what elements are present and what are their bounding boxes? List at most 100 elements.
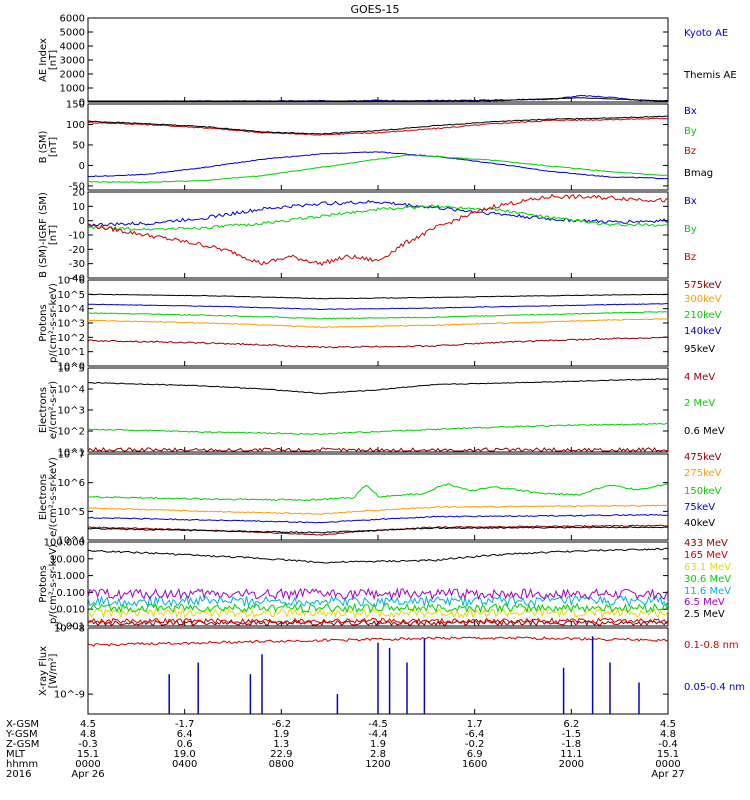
ytick-label-xray-0: 10^-8 bbox=[54, 624, 85, 635]
xaxis-row-name-1: Y-GSM bbox=[5, 729, 38, 740]
legend-bigrf-2: Bz bbox=[684, 252, 696, 263]
legend-electrons2-1: 275keV bbox=[684, 468, 722, 479]
legend-protons1-1: 300keV bbox=[684, 294, 722, 305]
legend-protons2-5: 6.5 MeV bbox=[684, 597, 725, 608]
series-electrons2-1 bbox=[87, 504, 669, 515]
ytick-label-electrons2-1: 10^6 bbox=[58, 478, 85, 489]
ylabel-ae-1: [nT] bbox=[48, 50, 59, 70]
ylabel-protons2-0: Protons bbox=[38, 565, 49, 602]
ytick-label-electrons1-0: 10^5 bbox=[58, 364, 85, 375]
ytick-label-protons1-5: 10^1 bbox=[58, 347, 85, 358]
ytick-label-bsm-2: 50 bbox=[72, 140, 85, 151]
legend-protons2-0: 433 MeV bbox=[684, 538, 728, 549]
legend-electrons2-3: 75keV bbox=[684, 502, 715, 513]
panel-frame-bigrf bbox=[87, 191, 669, 279]
xaxis-val-3-0: 15.1 bbox=[77, 749, 99, 760]
series-electrons1-1 bbox=[87, 422, 669, 436]
ytick-label-electrons2-3: 10^4 bbox=[58, 536, 85, 547]
legend-protons2-2: 63.1 MeV bbox=[684, 562, 731, 573]
xaxis-val-0-3: -4.5 bbox=[368, 719, 388, 730]
series-protons2-4 bbox=[87, 594, 669, 609]
ytick-label-bigrf-6: -40 bbox=[69, 274, 85, 285]
ytick-label-bsm-3: 0 bbox=[79, 161, 85, 172]
xaxis-val-3-5: 11.1 bbox=[560, 749, 582, 760]
xaxis-val-3-1: 19.0 bbox=[174, 749, 196, 760]
ytick-label-protons2-3: 0.100 bbox=[56, 588, 85, 599]
ylabel-bigrf-1: [nT] bbox=[48, 225, 59, 245]
panel-frame-protons1 bbox=[87, 279, 669, 367]
xaxis-val-4-0: 0000 bbox=[75, 759, 100, 770]
ytick-label-ae-4: 2000 bbox=[60, 70, 85, 81]
xaxis-val-1-3: -4.4 bbox=[368, 729, 388, 740]
ytick-label-electrons1-1: 10^4 bbox=[58, 385, 85, 396]
xaxis-row-name-0: X-GSM bbox=[6, 719, 39, 730]
xaxis-row-name-2: Z-GSM bbox=[6, 739, 39, 750]
ytick-label-electrons1-3: 10^2 bbox=[58, 427, 85, 438]
ytick-label-protons1-3: 10^3 bbox=[58, 319, 85, 330]
panel-frame-bsm bbox=[87, 103, 669, 191]
series-bigrf-2 bbox=[87, 193, 669, 267]
xaxis-val-0-4: 1.7 bbox=[467, 719, 483, 730]
series-electrons2-2 bbox=[87, 483, 669, 501]
xaxis-val-1-5: -1.5 bbox=[562, 729, 582, 740]
ylabel-bsm-0: B (SM) bbox=[38, 130, 49, 163]
ytick-label-bsm-1: 100 bbox=[66, 120, 85, 131]
xaxis-val-5-0: Apr 26 bbox=[71, 769, 104, 780]
ytick-label-ae-2: 4000 bbox=[60, 42, 85, 53]
legend-protons1-4: 95keV bbox=[684, 344, 715, 355]
legend-protons2-3: 30.6 MeV bbox=[684, 574, 731, 585]
ytick-label-electrons2-2: 10^5 bbox=[58, 507, 85, 518]
series-protons2-5 bbox=[87, 587, 669, 601]
ytick-label-bigrf-1: 10 bbox=[72, 202, 85, 213]
ytick-label-protons2-5: 0.001 bbox=[56, 622, 85, 633]
series-bsm-2 bbox=[87, 117, 669, 136]
ylabel-electrons1-0: Electrons bbox=[38, 387, 49, 433]
xaxis-val-2-6: -0.4 bbox=[658, 739, 678, 750]
legend-xray-1: 0.05-0.4 nm bbox=[684, 682, 745, 693]
series-electrons2-3 bbox=[88, 513, 669, 524]
legend-bsm-0: Bx bbox=[684, 106, 697, 117]
ytick-label-ae-1: 5000 bbox=[60, 28, 85, 39]
ytick-label-electrons2-0: 10^7 bbox=[58, 450, 85, 461]
xaxis-val-4-3: 1200 bbox=[365, 759, 390, 770]
ytick-label-protons1-2: 10^4 bbox=[58, 304, 85, 315]
ytick-label-xray-1: 10^-9 bbox=[54, 690, 85, 701]
xaxis-val-1-1: 6.4 bbox=[177, 729, 193, 740]
legend-ae-1: Themis AE bbox=[683, 70, 737, 81]
xaxis-val-3-6: 15.1 bbox=[657, 749, 679, 760]
xaxis-val-4-5: 2000 bbox=[559, 759, 584, 770]
series-protons1-4 bbox=[87, 293, 669, 300]
series-bigrf-1 bbox=[87, 204, 668, 231]
ytick-label-protons2-1: 10.000 bbox=[50, 554, 85, 565]
ylabel-protons1-1: p/(cm²-s-sr-keV) bbox=[48, 283, 59, 363]
series-protons2-6 bbox=[87, 547, 669, 564]
series-protons2-1 bbox=[87, 617, 669, 625]
legend-electrons1-1: 2 MeV bbox=[684, 398, 715, 409]
ytick-label-protons2-0: 100.000 bbox=[44, 538, 85, 549]
ytick-label-protons1-6: 10^0 bbox=[58, 362, 85, 373]
xaxis-val-3-3: 2.8 bbox=[370, 749, 386, 760]
ylabel-electrons2-1: e/(cm²-s-sr-keV) bbox=[48, 457, 59, 537]
legend-bigrf-0: Bx bbox=[684, 196, 697, 207]
panel-frame-ae bbox=[87, 17, 669, 103]
legend-electrons1-0: 4 MeV bbox=[684, 372, 715, 383]
legend-protons2-1: 165 MeV bbox=[684, 550, 728, 561]
ytick-label-electrons1-2: 10^3 bbox=[58, 406, 85, 417]
ytick-label-ae-0: 6000 bbox=[60, 14, 85, 25]
series-electrons1-2 bbox=[87, 378, 669, 395]
xaxis-val-2-5: -1.8 bbox=[562, 739, 582, 750]
series-bsm-1 bbox=[87, 154, 669, 184]
xaxis-val-2-0: -0.3 bbox=[78, 739, 98, 750]
ylabel-xray-1: [W/m²] bbox=[48, 653, 59, 688]
xaxis-val-1-2: 1.9 bbox=[273, 729, 289, 740]
legend-ae-0: Kyoto AE bbox=[684, 28, 728, 39]
ylabel-xray-0: X-ray Flux bbox=[38, 646, 49, 696]
xaxis-val-0-2: -6.2 bbox=[272, 719, 292, 730]
ytick-label-protons2-4: 0.010 bbox=[56, 605, 85, 616]
xaxis-val-2-1: 0.6 bbox=[177, 739, 193, 750]
xaxis-row-name-4: hhmm bbox=[6, 759, 38, 770]
legend-electrons2-0: 475keV bbox=[684, 452, 722, 463]
ytick-label-protons1-0: 10^6 bbox=[58, 276, 85, 287]
legend-electrons1-2: 0.6 MeV bbox=[684, 426, 725, 437]
ytick-label-bigrf-3: -10 bbox=[69, 231, 85, 242]
